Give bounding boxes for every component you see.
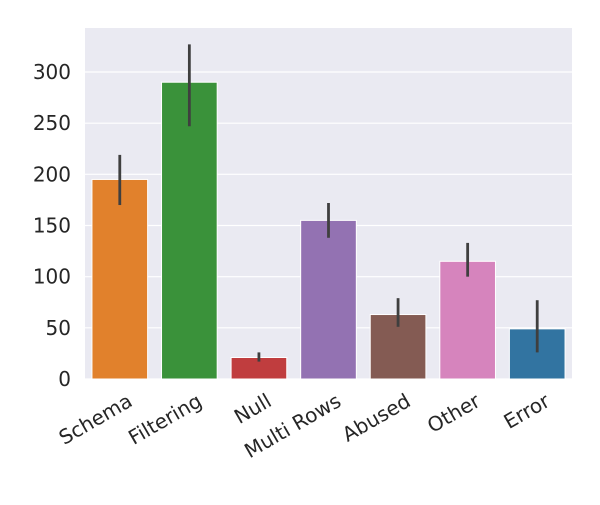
x-tick-label: Error <box>499 388 554 434</box>
bars <box>91 81 566 380</box>
bar <box>161 81 218 380</box>
x-tick-label: Abused <box>338 389 415 447</box>
y-tick-label: 100 <box>33 265 71 289</box>
y-axis-ticks: 0 50 100 150 200 250 300 <box>33 60 71 391</box>
x-tick-label: Filtering <box>124 389 206 450</box>
y-tick-label: 150 <box>33 214 71 238</box>
bar <box>300 219 357 380</box>
bar <box>91 178 149 380</box>
y-tick-label: 0 <box>58 367 71 391</box>
bar <box>439 260 496 380</box>
error-bars <box>118 44 539 362</box>
x-tick-label: Schema <box>55 389 137 450</box>
y-tick-label: 250 <box>33 111 71 135</box>
x-tick-label: Other <box>423 388 485 438</box>
y-tick-label: 200 <box>33 162 71 186</box>
bar <box>508 328 566 380</box>
y-tick-label: 50 <box>46 316 71 340</box>
y-tick-label: 300 <box>33 60 71 84</box>
x-tick-label: Null <box>230 389 276 429</box>
